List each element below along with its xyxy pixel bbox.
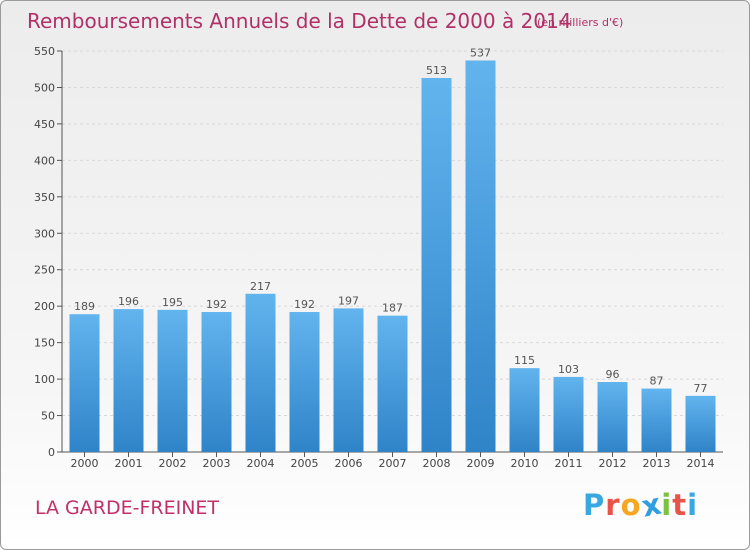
y-tick-label: 0 [48,446,55,459]
y-tick-label: 350 [34,191,55,204]
bar-2003 [201,312,232,452]
data-label: 103 [558,363,579,376]
bar-2005 [289,312,320,452]
data-label: 115 [514,354,535,367]
bar-2004 [245,293,276,452]
y-tick-label: 100 [34,373,55,386]
x-tick-label: 2013 [643,457,671,470]
bar-2014 [685,395,716,452]
y-tick-label: 500 [34,81,55,94]
x-tick-label: 2007 [379,457,407,470]
data-label: 196 [118,295,139,308]
x-tick-label: 2011 [555,457,583,470]
brand-letter: t [672,488,688,522]
bar-2011 [553,376,584,452]
bar-2006 [333,308,364,452]
data-label: 187 [382,302,403,315]
x-tick-label: 2009 [467,457,495,470]
data-label: 87 [650,375,664,388]
data-label: 537 [470,46,491,59]
bar-2001 [113,309,144,452]
y-tick-label: 300 [34,227,55,240]
bar-2009 [465,60,496,452]
y-tick-label: 200 [34,300,55,313]
brand-letter: r [605,488,621,522]
bar-2002 [157,309,188,452]
x-tick-label: 2005 [291,457,319,470]
data-label: 217 [250,280,271,293]
data-label: 195 [162,296,183,309]
bar-2010 [509,368,540,452]
x-tick-label: 2000 [71,457,99,470]
chart-title: Remboursements Annuels de la Dette de 20… [27,9,572,33]
bar-2012 [597,382,628,452]
x-tick-label: 2012 [599,457,627,470]
y-tick-label: 250 [34,264,55,277]
x-tick-label: 2004 [247,457,275,470]
y-tick-label: 550 [34,45,55,58]
chart-subtitle: (en milliers d'€) [537,16,624,29]
y-tick-label: 50 [41,410,55,423]
x-tick-label: 2006 [335,457,363,470]
y-tick-label: 150 [34,337,55,350]
proxiti-logo: Proxiti [583,486,699,523]
data-label: 192 [206,298,227,311]
brand-letter: P [583,488,606,522]
data-label: 192 [294,298,315,311]
y-tick-label: 400 [34,154,55,167]
bar-2008 [421,77,452,452]
x-tick-label: 2008 [423,457,451,470]
data-label: 189 [74,300,95,313]
brand-letter: i [661,488,673,522]
bar-2013 [641,388,672,452]
bar-2007 [377,315,408,452]
brand-letter: o [620,488,642,522]
data-label: 197 [338,294,359,307]
x-tick-label: 2001 [115,457,143,470]
x-tick-label: 2014 [687,457,715,470]
data-label: 77 [694,382,708,395]
x-tick-label: 2003 [203,457,231,470]
data-label: 513 [426,64,447,77]
bar-2000 [69,314,100,452]
city-name: LA GARDE-FREINET [35,497,220,519]
y-tick-label: 450 [34,118,55,131]
brand-letter: i [687,488,699,522]
x-tick-label: 2002 [159,457,187,470]
x-tick-label: 2010 [511,457,539,470]
data-label: 96 [606,368,620,381]
